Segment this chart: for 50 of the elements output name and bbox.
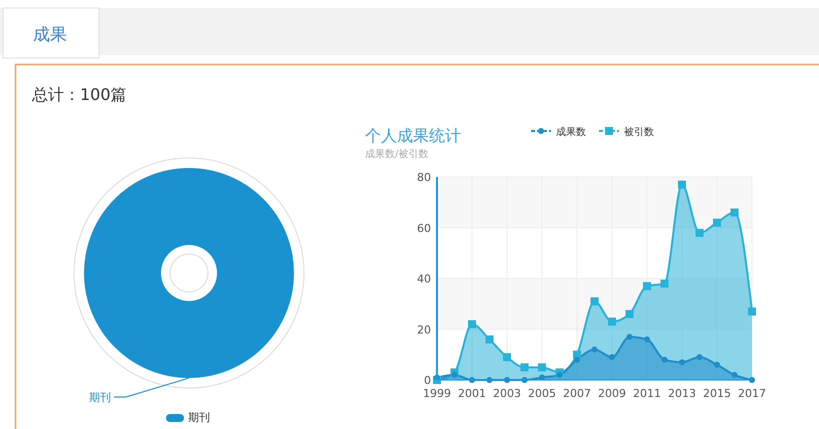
x-tick-label: 2017 (738, 387, 766, 400)
x-tick-label: 2003 (493, 387, 521, 400)
x-tick-label: 2013 (668, 387, 696, 400)
point (748, 307, 756, 316)
point (608, 318, 616, 326)
point (660, 280, 668, 288)
point (714, 362, 720, 368)
point (696, 228, 704, 237)
x-tick-label: 2015 (703, 387, 731, 400)
legend-label: 成果数 (556, 126, 586, 138)
chart-title: 个人成果统计 (365, 126, 461, 145)
point (644, 336, 650, 342)
point (713, 218, 721, 227)
point (679, 359, 685, 366)
chart-title: 总计：100篇 (31, 85, 127, 104)
point (556, 372, 562, 378)
point (678, 180, 686, 189)
slice-label: 期刊 (89, 391, 111, 404)
point (590, 297, 598, 306)
x-tick-label: 1999 (423, 387, 451, 400)
y-tick-label: 20 (417, 323, 431, 336)
point (662, 356, 668, 363)
legend-label: 期刊 (188, 411, 210, 424)
text: 成果 (33, 25, 67, 45)
point (732, 372, 738, 378)
point (574, 356, 580, 363)
x-tick-label: 2005 (528, 387, 556, 400)
x-tick-label: 2011 (633, 387, 661, 400)
point (503, 353, 511, 362)
point (592, 346, 598, 353)
y-tick-label: 80 (417, 171, 431, 184)
y-tick-label: 0 (424, 374, 431, 387)
chart-subtitle: 成果数/被引数 (365, 148, 428, 160)
point (468, 320, 476, 328)
point (452, 372, 458, 378)
point (643, 282, 651, 290)
point (730, 208, 738, 217)
point (696, 354, 702, 360)
x-tick-label: 2007 (563, 387, 591, 400)
x-tick-label: 2001 (458, 387, 486, 400)
x-tick-label: 2009 (598, 387, 626, 400)
point (538, 363, 546, 372)
y-tick-label: 40 (417, 272, 431, 286)
legend-label: 被引数 (624, 126, 654, 138)
point (626, 334, 632, 340)
point (486, 335, 494, 344)
point (626, 310, 634, 318)
point (520, 363, 528, 372)
point (609, 354, 615, 360)
y-tick-label: 60 (417, 222, 431, 235)
